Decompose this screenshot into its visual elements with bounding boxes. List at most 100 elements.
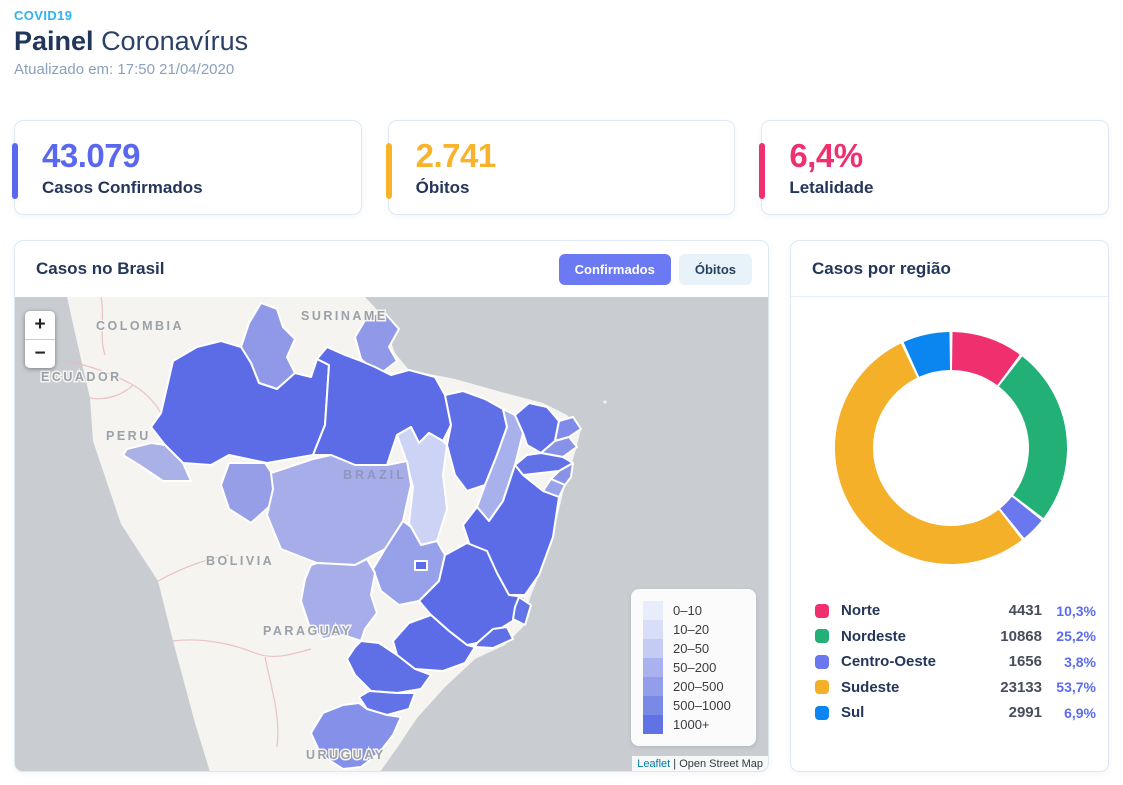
stat-label: Óbitos xyxy=(415,178,470,197)
map-label-ecuador: ECUADOR xyxy=(41,370,122,384)
state-MS[interactable] xyxy=(300,558,378,642)
region-name: Sudeste xyxy=(841,678,900,696)
region-swatch xyxy=(815,629,829,644)
region-row-norte: Norte 4431 10,3% xyxy=(815,598,1096,624)
map-legend: 0–10 10–20 20–50 50–200 200–500 500–1000… xyxy=(631,589,756,746)
region-card: Casos por região Norte 4431 10,3% Nordes… xyxy=(790,240,1109,772)
region-pct: 10,3% xyxy=(1056,602,1096,619)
legend-row: 50–200 xyxy=(643,658,746,677)
legend-swatch xyxy=(643,639,663,658)
region-card-header: Casos por região xyxy=(791,241,1108,297)
map-label-colombia: COLOMBIA xyxy=(96,319,184,333)
zoom-in-button[interactable]: + xyxy=(25,311,55,340)
donut-segment-Sudeste[interactable] xyxy=(834,343,1022,565)
region-pct: 3,8% xyxy=(1064,653,1096,670)
donut-svg[interactable] xyxy=(791,298,1108,598)
map-label-peru: PERU xyxy=(106,429,151,443)
state-TO[interactable] xyxy=(396,426,448,546)
legend-row: 20–50 xyxy=(643,639,746,658)
region-name: Norte xyxy=(841,602,881,620)
region-row-sul: Sul 2991 6,9% xyxy=(815,700,1096,726)
donut-segment-Norte[interactable] xyxy=(952,332,1020,386)
state-SC[interactable] xyxy=(358,690,416,716)
stat-accent-bar xyxy=(385,143,392,199)
legend-row: 10–20 xyxy=(643,620,746,639)
state-AL[interactable] xyxy=(550,462,574,486)
region-value: 1656 xyxy=(1008,653,1042,671)
legend-swatch xyxy=(643,677,663,696)
updated-timestamp: Atualizado em: 17:50 21/04/2020 xyxy=(14,61,235,78)
stats-row: 43.079 Casos Confirmados 2.741 Óbitos 6,… xyxy=(12,120,1109,215)
map-attribution: Leaflet | Open Street Map xyxy=(632,756,768,771)
legend-label: 200–500 xyxy=(673,679,724,694)
toggle-confirmados[interactable]: Confirmados xyxy=(558,253,671,285)
island-dot xyxy=(603,400,607,404)
attribution-separator: | xyxy=(673,758,677,770)
region-value: 23133 xyxy=(1000,678,1042,696)
brazil-states xyxy=(122,302,582,770)
map-label-suriname: SURINAME xyxy=(301,309,388,323)
brazil-choropleth-map: COLOMBIA SURINAME ECUADOR PERU BOLIVIA P… xyxy=(15,297,768,771)
map-zoom-control: + − xyxy=(25,311,55,368)
region-swatch xyxy=(815,705,829,720)
map-labels: COLOMBIA SURINAME ECUADOR PERU BOLIVIA P… xyxy=(40,308,407,764)
zoom-out-button[interactable]: − xyxy=(25,340,55,368)
region-row-centro-oeste: Centro-Oeste 1656 3,8% xyxy=(815,649,1096,675)
state-RO[interactable] xyxy=(220,462,278,524)
map-label-uruguay: URUGUAY xyxy=(306,748,386,762)
state-DF[interactable] xyxy=(414,560,428,571)
stat-value: 43.079 xyxy=(42,137,140,174)
main-row: Casos no Brasil Confirmados Óbitos xyxy=(14,240,1109,772)
region-swatch xyxy=(815,680,829,695)
region-name: Sul xyxy=(841,704,865,722)
donut-segment-Centro-Oeste[interactable] xyxy=(1000,496,1042,538)
region-legend: Norte 4431 10,3% Nordeste 10868 25,2% Ce… xyxy=(791,598,1108,726)
stat-label: Letalidade xyxy=(789,178,874,197)
donut-segment-Sul[interactable] xyxy=(903,332,950,377)
leaflet-link[interactable]: Leaflet xyxy=(637,758,671,770)
legend-row: 500–1000 xyxy=(643,696,746,715)
legend-swatch xyxy=(643,715,663,734)
stat-card-confirmados: 43.079 Casos Confirmados xyxy=(12,120,362,215)
legend-swatch xyxy=(643,658,663,677)
state-AP[interactable] xyxy=(354,310,400,376)
map-label-brazil: BRAZIL xyxy=(343,468,407,482)
state-PE[interactable] xyxy=(514,452,574,476)
region-swatch xyxy=(815,603,829,618)
stat-value: 2.741 xyxy=(415,137,497,174)
page-title-regular: Coronavírus xyxy=(101,26,249,56)
region-pct: 6,9% xyxy=(1064,704,1096,721)
map-title: Casos no Brasil xyxy=(36,259,165,278)
legend-row: 0–10 xyxy=(643,601,746,620)
legend-swatch xyxy=(643,620,663,639)
donut-segment-Nordeste[interactable] xyxy=(998,356,1068,519)
legend-row: 200–500 xyxy=(643,677,746,696)
state-RS[interactable] xyxy=(310,702,402,770)
legend-label: 0–10 xyxy=(673,603,702,618)
page-title-bold: Painel xyxy=(14,26,94,56)
page-header: COVID19 Painel Coronavírus Atualizado em… xyxy=(14,8,248,78)
region-value: 10868 xyxy=(1000,627,1042,645)
legend-label: 500–1000 xyxy=(673,698,731,713)
region-name: Nordeste xyxy=(841,627,907,645)
toggle-obitos[interactable]: Óbitos xyxy=(678,253,752,285)
region-swatch xyxy=(815,654,829,669)
region-name: Centro-Oeste xyxy=(841,653,937,671)
map-card-header: Casos no Brasil Confirmados Óbitos xyxy=(15,241,768,297)
map-canvas[interactable]: COLOMBIA SURINAME ECUADOR PERU BOLIVIA P… xyxy=(15,297,768,771)
map-label-paraguay: PARAGUAY xyxy=(263,624,352,638)
state-AC[interactable] xyxy=(122,442,192,482)
state-PR[interactable] xyxy=(346,640,432,694)
country-borders xyxy=(66,297,312,748)
region-row-sudeste: Sudeste 23133 53,7% xyxy=(815,675,1096,701)
legend-swatch xyxy=(643,696,663,715)
map-card: Casos no Brasil Confirmados Óbitos xyxy=(14,240,769,772)
legend-label: 1000+ xyxy=(673,717,710,732)
stat-accent-bar xyxy=(759,143,766,199)
region-title: Casos por região xyxy=(812,258,951,278)
state-RN[interactable] xyxy=(554,416,582,442)
state-ES[interactable] xyxy=(512,596,532,626)
state-PA[interactable] xyxy=(312,346,452,466)
legend-label: 20–50 xyxy=(673,641,710,656)
